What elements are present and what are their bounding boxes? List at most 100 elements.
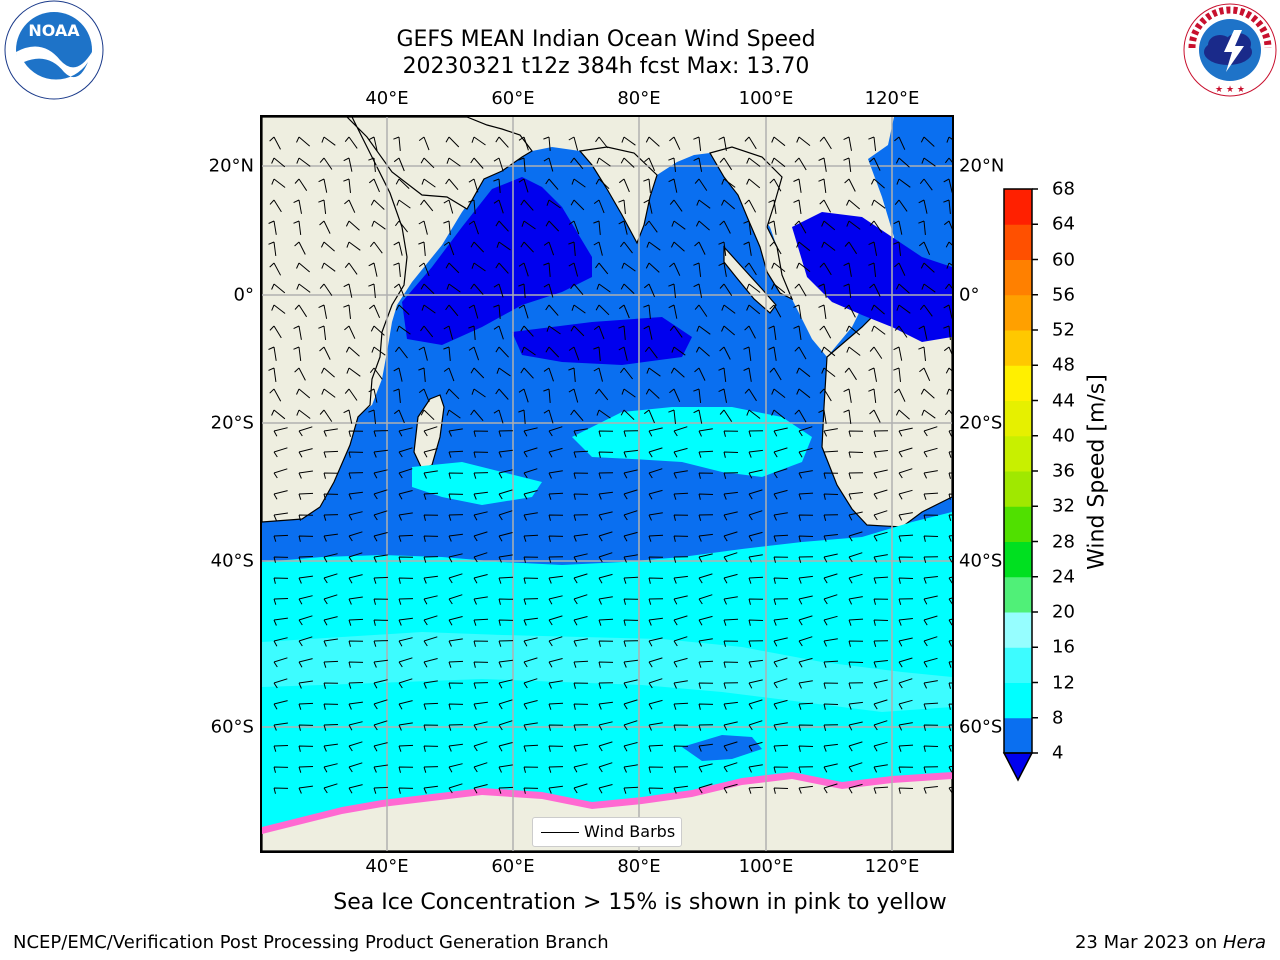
lat-tick-left: 20°N bbox=[209, 156, 254, 177]
colorbar-under-arrow bbox=[1004, 753, 1032, 780]
lat-tick-right: 40°S bbox=[959, 551, 1002, 572]
colorbar-segment bbox=[1004, 365, 1032, 401]
wind-barb bbox=[847, 200, 860, 209]
wind-speed-map bbox=[262, 117, 952, 851]
wind-barb bbox=[819, 179, 826, 193]
wind-barb bbox=[795, 158, 806, 170]
lat-tick-right: 0° bbox=[959, 285, 979, 306]
sea-ice-caption: Sea Ice Concentration > 15% is shown in … bbox=[0, 890, 1280, 915]
lat-tick-right: 20°S bbox=[959, 413, 1002, 434]
lon-tick-bottom: 40°E bbox=[365, 856, 408, 877]
colorbar-segment bbox=[1004, 330, 1032, 366]
colorbar-segment bbox=[1004, 224, 1032, 260]
colorbar-tick-label: 4 bbox=[1052, 743, 1063, 764]
colorbar-segment bbox=[1004, 401, 1032, 437]
colorbar-tick-label: 48 bbox=[1052, 355, 1075, 376]
colorbar-segment bbox=[1004, 718, 1032, 754]
wind-barb bbox=[596, 137, 608, 148]
lon-tick-bottom: 60°E bbox=[491, 856, 534, 877]
lon-tick-bottom: 80°E bbox=[617, 856, 660, 877]
colorbar-segment bbox=[1004, 577, 1032, 613]
colorbar-tick-label: 24 bbox=[1052, 566, 1075, 587]
lon-tick-top: 120°E bbox=[865, 88, 920, 109]
lon-tick-bottom: 100°E bbox=[739, 856, 794, 877]
wind-barb bbox=[772, 137, 785, 146]
wind-barb bbox=[868, 137, 875, 151]
wind-barb bbox=[444, 200, 453, 214]
noaa-logo: NOAA bbox=[2, 0, 106, 104]
colorbar-tick-label: 20 bbox=[1052, 602, 1075, 623]
lat-tick-left: 0° bbox=[234, 285, 254, 306]
colorbar-segment bbox=[1004, 542, 1032, 578]
colorbar-tick-label: 40 bbox=[1052, 425, 1075, 446]
wind-barb bbox=[844, 137, 852, 151]
wind-barb bbox=[872, 200, 885, 208]
wind-barb bbox=[397, 200, 411, 208]
wind-barb bbox=[820, 137, 831, 149]
map-panel: Wind Barbs bbox=[260, 115, 954, 853]
colorbar-segment bbox=[1004, 189, 1032, 225]
colorbar-tick-label: 64 bbox=[1052, 214, 1075, 235]
footer-date-text: 23 Mar 2023 on bbox=[1075, 932, 1223, 953]
colorbar-tick-label: 36 bbox=[1052, 461, 1075, 482]
footer-credit: NCEP/EMC/Verification Post Processing Pr… bbox=[13, 932, 609, 953]
colorbar-tick-label: 28 bbox=[1052, 531, 1075, 552]
colorbar-segment bbox=[1004, 683, 1032, 719]
colorbar-tick-label: 56 bbox=[1052, 284, 1075, 305]
plot-title-line2: 20230321 t12z 384h fcst Max: 13.70 bbox=[330, 54, 882, 79]
wind-barb bbox=[646, 137, 659, 146]
footer-date: 23 Mar 2023 on Hera bbox=[1075, 932, 1266, 953]
legend-label: Wind Barbs bbox=[584, 822, 675, 841]
colorbar-segment bbox=[1004, 647, 1032, 683]
lon-tick-top: 80°E bbox=[617, 88, 660, 109]
wind-barb bbox=[819, 305, 826, 319]
lat-tick-right: 20°N bbox=[959, 156, 1004, 177]
colorbar-segment bbox=[1004, 506, 1032, 542]
legend-line bbox=[541, 832, 579, 833]
lon-tick-top: 60°E bbox=[491, 88, 534, 109]
svg-text:NOAA: NOAA bbox=[28, 21, 80, 40]
lat-tick-right: 60°S bbox=[959, 717, 1002, 738]
wind-barb bbox=[622, 137, 636, 145]
svg-text:★ ★ ★: ★ ★ ★ bbox=[1215, 85, 1245, 95]
wind-barb bbox=[443, 221, 450, 235]
lon-tick-top: 40°E bbox=[365, 88, 408, 109]
colorbar-tick-label: 60 bbox=[1052, 249, 1075, 270]
colorbar-title: Wind Speed [m/s] bbox=[1085, 374, 1110, 570]
wind-barb bbox=[820, 326, 831, 338]
wind-barb bbox=[820, 200, 831, 212]
lat-tick-left: 20°S bbox=[211, 413, 254, 434]
wind-barb bbox=[669, 137, 680, 150]
colorbar-tick-label: 68 bbox=[1052, 179, 1075, 200]
wind-barb bbox=[569, 137, 578, 151]
lat-tick-left: 40°S bbox=[211, 551, 254, 572]
wind-barb bbox=[745, 137, 756, 149]
colorbar-tick-label: 44 bbox=[1052, 390, 1075, 411]
footer-machine: Hera bbox=[1223, 932, 1266, 953]
colorbar-segment bbox=[1004, 260, 1032, 296]
colorbar bbox=[1000, 185, 1050, 785]
colorbar-tick-label: 8 bbox=[1052, 707, 1063, 728]
wind-barb bbox=[418, 242, 425, 256]
colorbar-tick-label: 12 bbox=[1052, 672, 1075, 693]
wind-barb bbox=[845, 179, 856, 192]
wind-barb bbox=[421, 200, 433, 211]
wind-barb bbox=[794, 200, 802, 214]
wind-barb bbox=[693, 137, 700, 151]
wind-barb bbox=[797, 137, 810, 146]
wind-barbs-legend: Wind Barbs bbox=[532, 817, 682, 847]
wind-barb bbox=[819, 158, 827, 172]
colorbar-segment bbox=[1004, 436, 1032, 472]
wind-barb bbox=[844, 158, 851, 172]
colorbar-segment bbox=[1004, 612, 1032, 648]
colorbar-segment bbox=[1004, 471, 1032, 507]
lat-tick-left: 60°S bbox=[211, 717, 254, 738]
lon-tick-bottom: 120°E bbox=[865, 856, 920, 877]
colorbar-tick-label: 16 bbox=[1052, 637, 1075, 658]
nws-logo: ★ ★ ★ bbox=[1180, 0, 1280, 100]
wind-barb bbox=[794, 179, 802, 193]
plot-title-line1: GEFS MEAN Indian Ocean Wind Speed bbox=[330, 27, 882, 52]
colorbar-tick-label: 52 bbox=[1052, 320, 1075, 341]
lon-tick-top: 100°E bbox=[739, 88, 794, 109]
colorbar-tick-label: 32 bbox=[1052, 496, 1075, 517]
